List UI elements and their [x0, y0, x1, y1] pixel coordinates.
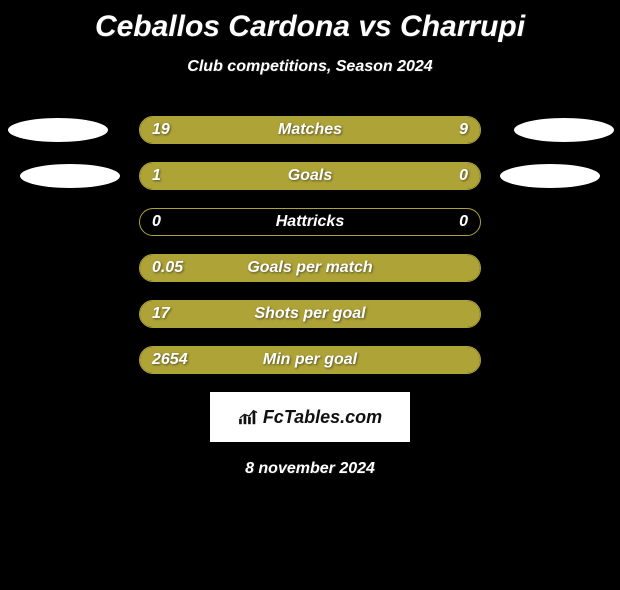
stat-row: 1 Goals 0 [0, 162, 620, 190]
logo-text: FcTables.com [263, 407, 382, 428]
bar-left [140, 301, 480, 327]
bar-left [140, 347, 480, 373]
stat-row: 19 Matches 9 [0, 116, 620, 144]
page-subtitle: Club competitions, Season 2024 [0, 58, 620, 76]
stat-row: 2654 Min per goal [0, 346, 620, 374]
bar-left [140, 117, 361, 143]
bar-track [139, 116, 481, 144]
bar-track [139, 208, 481, 236]
stat-row: 17 Shots per goal [0, 300, 620, 328]
bar-right [398, 163, 480, 189]
bar-track [139, 162, 481, 190]
logo-box: FcTables.com [210, 392, 410, 442]
stats-area: 19 Matches 9 1 Goals 0 0 Hattricks 0 0.0… [0, 116, 620, 374]
bar-left [140, 255, 480, 281]
bar-track [139, 346, 481, 374]
barchart-icon [238, 408, 260, 426]
bar-track [139, 300, 481, 328]
page-title: Ceballos Cardona vs Charrupi [0, 10, 620, 44]
bar-left [140, 163, 398, 189]
date-label: 8 november 2024 [0, 460, 620, 478]
bar-right [361, 117, 480, 143]
stat-row: 0 Hattricks 0 [0, 208, 620, 236]
bar-track [139, 254, 481, 282]
stat-row: 0.05 Goals per match [0, 254, 620, 282]
